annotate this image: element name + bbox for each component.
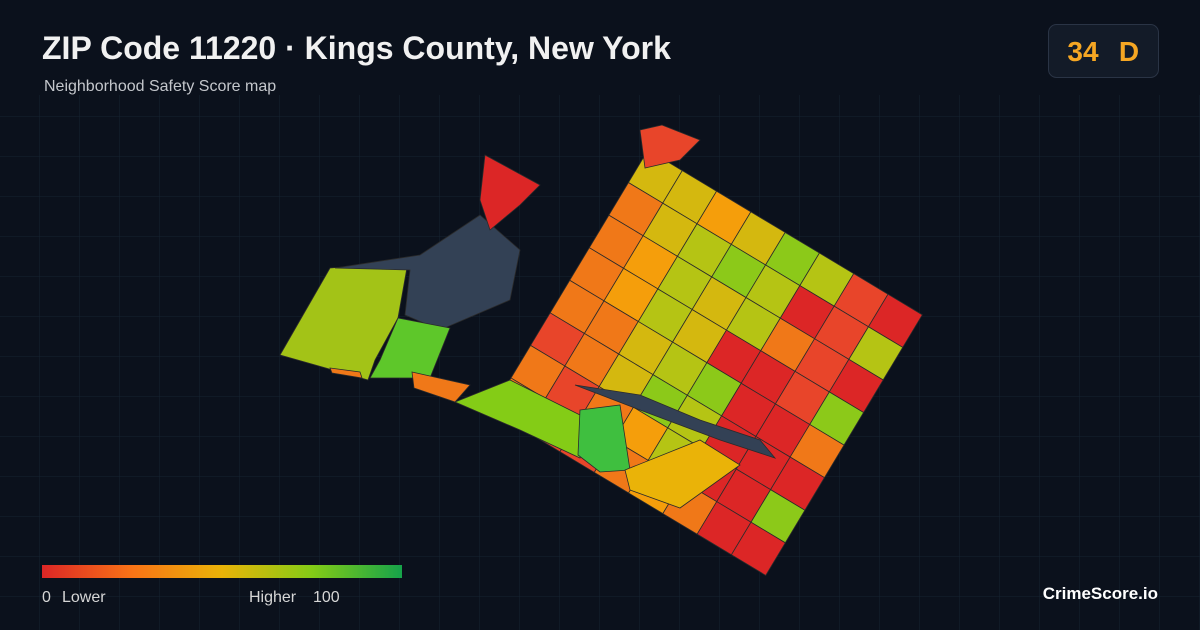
map: [279, 124, 923, 576]
score-grade: D: [1119, 36, 1139, 67]
legend-bar: [42, 565, 402, 578]
legend-max-label: Higher: [249, 589, 297, 606]
score-value: 34: [1067, 36, 1099, 67]
map-area: [369, 317, 451, 379]
map-area: [329, 367, 363, 379]
map-area-nodata: [334, 214, 521, 331]
map-area: [624, 439, 741, 509]
map-area: [577, 404, 631, 473]
map-area: [639, 124, 701, 169]
map-area: [479, 154, 541, 231]
subtitle: Neighborhood Safety Score map: [44, 78, 276, 95]
legend-max: 100: [313, 589, 340, 606]
legend-min-label: Lower: [62, 589, 106, 606]
map-area-nodata: [574, 384, 777, 459]
brand: CrimeScore.io: [1043, 584, 1158, 603]
legend-min: 0: [42, 589, 51, 606]
score-badge: [1048, 24, 1159, 78]
map-block: [730, 521, 786, 576]
title: ZIP Code 11220 · Kings County, New York: [42, 30, 671, 66]
